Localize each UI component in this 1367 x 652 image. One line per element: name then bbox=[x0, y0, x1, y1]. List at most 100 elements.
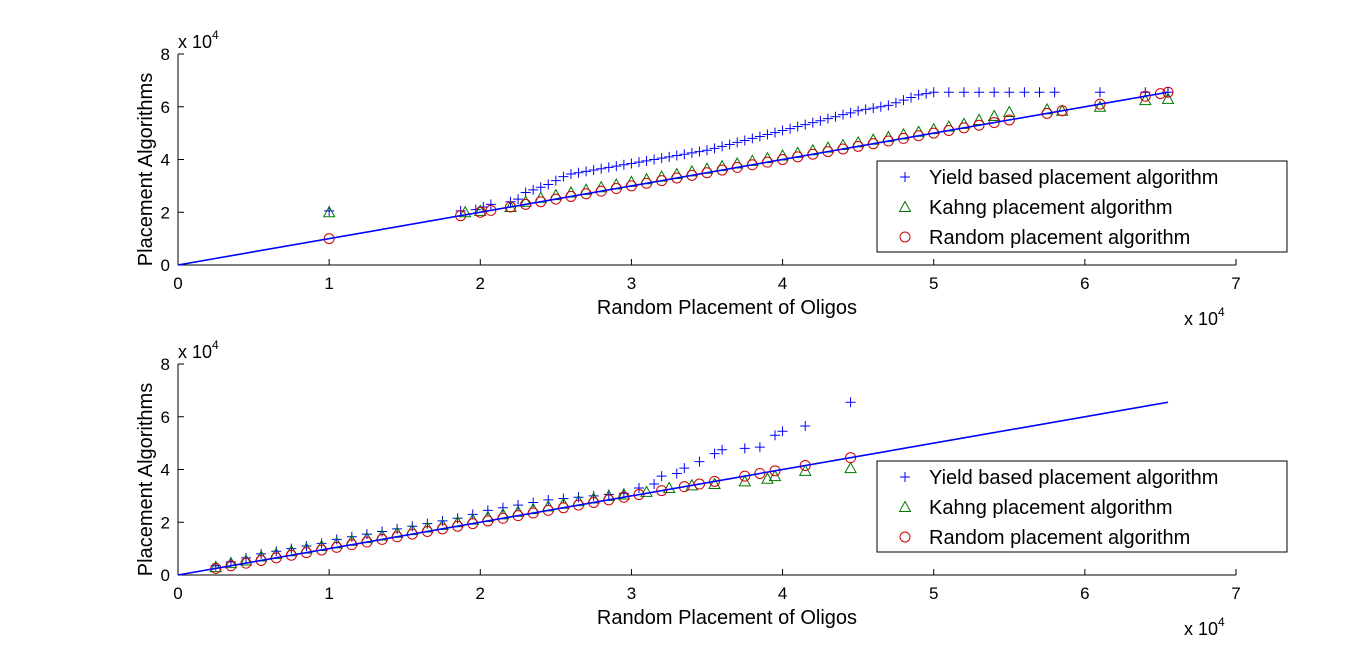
data-point bbox=[1049, 87, 1060, 98]
data-point bbox=[626, 158, 637, 169]
data-point bbox=[800, 119, 811, 130]
data-point bbox=[656, 471, 667, 482]
data-point bbox=[377, 526, 388, 537]
data-point bbox=[987, 109, 1001, 121]
data-point bbox=[792, 151, 804, 163]
reference-line bbox=[177, 401, 1169, 576]
data-point bbox=[603, 494, 615, 506]
data-point bbox=[770, 430, 781, 441]
y-exponent-base: x 10 bbox=[178, 342, 212, 362]
data-point bbox=[815, 115, 826, 126]
x-exponent-label: x 104 bbox=[1184, 615, 1225, 639]
data-point bbox=[1056, 105, 1068, 117]
data-point bbox=[754, 131, 765, 142]
data-point bbox=[520, 198, 532, 210]
data-point bbox=[512, 510, 524, 522]
data-point bbox=[799, 460, 811, 472]
data-point bbox=[868, 103, 879, 114]
x-tick-label: 0 bbox=[173, 584, 182, 603]
legend-entry: Yield based placement algorithm bbox=[929, 167, 1218, 189]
data-point bbox=[762, 129, 773, 140]
data-point bbox=[746, 159, 758, 171]
data-point bbox=[837, 143, 849, 155]
data-point bbox=[973, 119, 985, 131]
data-point bbox=[649, 479, 660, 490]
data-point bbox=[617, 488, 631, 500]
data-point bbox=[747, 133, 758, 144]
legend-entry: Kahng placement algorithm bbox=[929, 197, 1172, 219]
subplot-1: 0 1 2 3 4 5 6 7 0 2 4 6 8 Random Placement of Oligos P… bbox=[135, 28, 1288, 329]
data-point bbox=[913, 89, 924, 100]
data-point bbox=[497, 512, 509, 524]
data-point bbox=[890, 97, 901, 108]
x-tick-label: 1 bbox=[324, 274, 333, 293]
data-point bbox=[958, 122, 970, 134]
data-point bbox=[391, 531, 403, 543]
data-point bbox=[641, 177, 653, 189]
data-point bbox=[255, 554, 267, 566]
data-point bbox=[989, 87, 1000, 98]
data-point bbox=[376, 533, 388, 545]
data-point bbox=[694, 456, 705, 467]
x-axis-label: Random Placement of Oligos bbox=[597, 607, 857, 629]
data-point bbox=[664, 151, 675, 162]
data-point bbox=[875, 101, 886, 112]
data-point bbox=[845, 107, 856, 118]
data-point bbox=[679, 463, 690, 474]
data-point bbox=[542, 504, 554, 516]
data-point bbox=[331, 534, 342, 545]
x-tick-label: 4 bbox=[778, 274, 787, 293]
data-point bbox=[844, 461, 857, 474]
data-point bbox=[761, 472, 774, 484]
data-point bbox=[323, 233, 335, 245]
data-point bbox=[785, 123, 796, 134]
data-point bbox=[482, 505, 493, 516]
data-point bbox=[662, 481, 676, 493]
data-point bbox=[906, 92, 917, 103]
data-point bbox=[897, 132, 909, 144]
legend-box bbox=[876, 160, 1288, 253]
data-point bbox=[768, 469, 782, 482]
data-point bbox=[528, 497, 539, 508]
data-point bbox=[943, 124, 955, 136]
legend-marker bbox=[899, 231, 911, 243]
data-point bbox=[1139, 90, 1151, 102]
data-point bbox=[300, 547, 312, 559]
data-point bbox=[633, 482, 644, 493]
data-point bbox=[535, 182, 546, 193]
data-point bbox=[285, 549, 297, 561]
x-tick-label: 2 bbox=[476, 584, 485, 603]
data-point bbox=[407, 521, 418, 532]
x-tick-label: 3 bbox=[627, 274, 636, 293]
data-point bbox=[633, 157, 644, 168]
x-tick-label: 4 bbox=[778, 584, 787, 603]
data-point bbox=[452, 520, 464, 532]
data-point bbox=[1161, 92, 1175, 104]
data-point bbox=[543, 179, 554, 190]
data-point bbox=[807, 117, 818, 128]
data-point bbox=[625, 180, 637, 192]
data-point bbox=[972, 113, 986, 125]
data-point bbox=[777, 426, 788, 437]
data-point bbox=[860, 104, 871, 115]
data-point bbox=[316, 544, 328, 556]
data-point bbox=[739, 135, 750, 146]
x-tick-label: 0 bbox=[173, 274, 182, 293]
data-point bbox=[769, 465, 781, 477]
data-point bbox=[739, 470, 751, 482]
data-point bbox=[588, 496, 600, 508]
data-point bbox=[838, 109, 849, 120]
data-point bbox=[455, 210, 467, 222]
data-point bbox=[845, 452, 857, 464]
data-point bbox=[558, 171, 569, 182]
legend: Yield based placement algorithm Kahng pla… bbox=[876, 460, 1288, 553]
data-point bbox=[792, 121, 803, 132]
data-point bbox=[1094, 98, 1106, 110]
data-point bbox=[686, 147, 697, 158]
data-point bbox=[739, 443, 750, 454]
data-point bbox=[671, 172, 683, 184]
data-point bbox=[716, 164, 728, 176]
x-tick-label: 2 bbox=[476, 274, 485, 293]
data-point bbox=[656, 485, 668, 497]
